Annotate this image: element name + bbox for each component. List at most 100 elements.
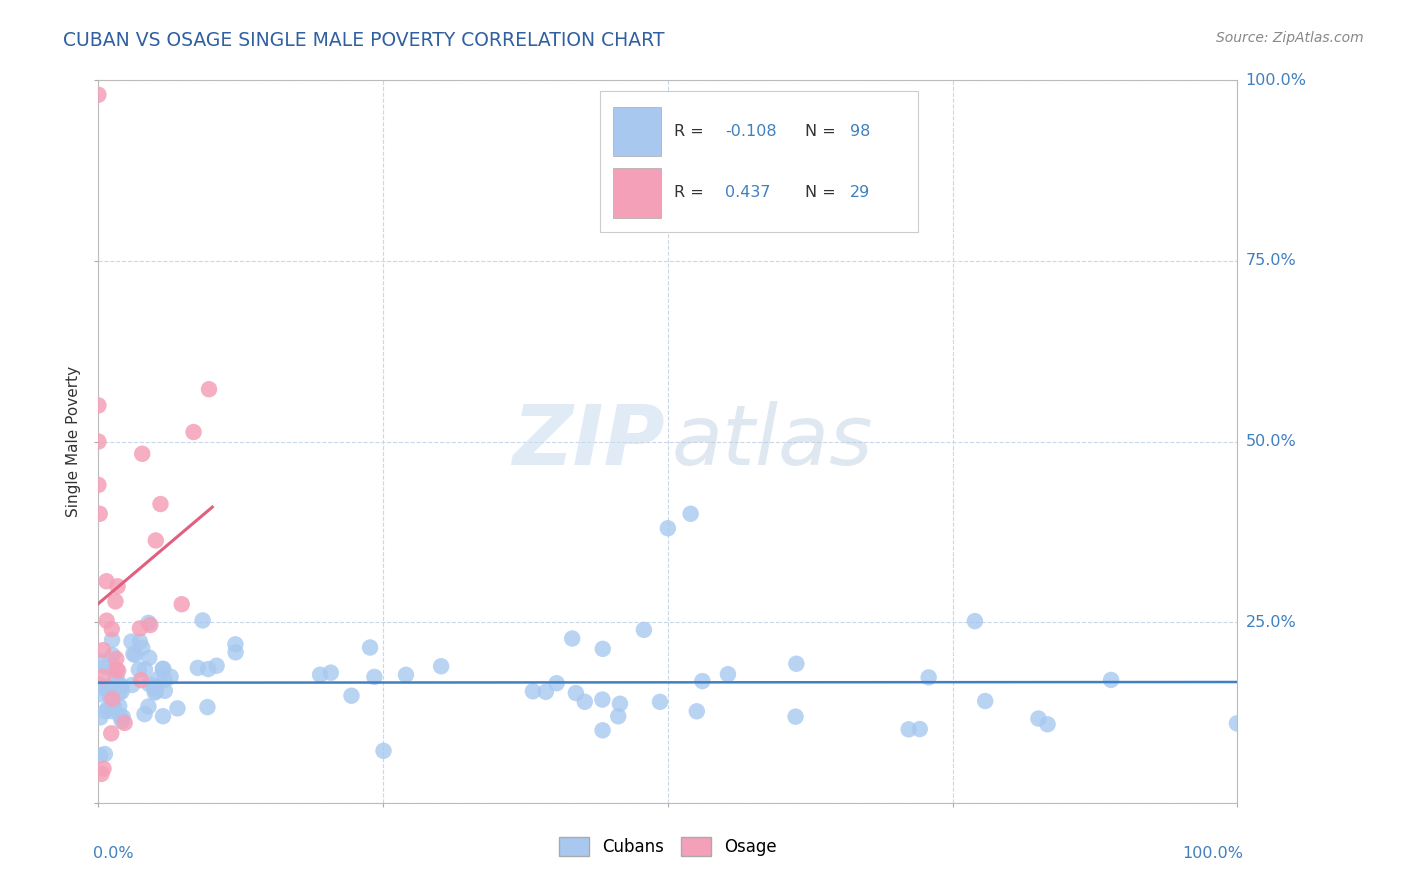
Point: [91, 681, 114, 695]
Point: [89, 710, 111, 724]
Point: [129, 634, 152, 648]
Text: 100.0%: 100.0%: [1182, 847, 1243, 861]
Point: [138, 699, 160, 714]
Point: [100, 726, 122, 740]
Point: [198, 382, 221, 396]
Text: 0.437: 0.437: [725, 186, 770, 201]
Point: [90, 767, 112, 781]
Point: [363, 670, 385, 684]
Y-axis label: Single Male Poverty: Single Male Poverty: [66, 366, 82, 517]
Point: [918, 670, 941, 684]
Point: [897, 723, 920, 737]
Point: [592, 723, 614, 738]
Point: [607, 709, 630, 723]
Point: [159, 670, 181, 684]
FancyBboxPatch shape: [599, 91, 918, 232]
Point: [108, 709, 131, 723]
Text: N =: N =: [804, 186, 835, 201]
Point: [87, 398, 110, 412]
Point: [134, 662, 156, 676]
Point: [143, 680, 166, 694]
Point: [197, 662, 219, 676]
Point: [534, 685, 557, 699]
Text: R =: R =: [673, 124, 703, 139]
Point: [138, 650, 160, 665]
Point: [145, 684, 167, 698]
Point: [170, 597, 193, 611]
Point: [124, 648, 146, 662]
Point: [121, 634, 143, 648]
Point: [679, 507, 702, 521]
Point: [430, 659, 453, 673]
Point: [205, 658, 228, 673]
Text: 98: 98: [851, 124, 870, 139]
Point: [107, 664, 129, 678]
Point: [89, 687, 111, 701]
Point: [104, 594, 127, 608]
Point: [963, 614, 986, 628]
Point: [89, 507, 111, 521]
Point: [1028, 712, 1050, 726]
Text: 25.0%: 25.0%: [1246, 615, 1296, 630]
Point: [128, 663, 150, 677]
FancyBboxPatch shape: [613, 107, 661, 156]
Point: [122, 647, 145, 661]
Point: [143, 685, 166, 699]
Point: [107, 579, 129, 593]
Point: [373, 744, 395, 758]
Point: [592, 641, 614, 656]
Point: [522, 684, 544, 698]
Point: [974, 694, 997, 708]
Point: [89, 748, 111, 763]
Point: [139, 618, 162, 632]
Point: [129, 621, 152, 635]
Text: R =: R =: [673, 186, 703, 201]
Point: [546, 676, 568, 690]
Point: [197, 700, 219, 714]
Point: [111, 710, 134, 724]
Point: [108, 698, 131, 713]
Point: [574, 695, 596, 709]
Point: [121, 678, 143, 692]
Point: [153, 683, 176, 698]
Point: [1226, 716, 1249, 731]
Point: [105, 663, 128, 677]
Point: [785, 657, 807, 671]
Point: [103, 699, 125, 714]
Point: [131, 447, 153, 461]
Point: [183, 425, 205, 439]
Point: [91, 643, 114, 657]
Point: [87, 87, 110, 102]
Point: [146, 672, 169, 686]
Point: [105, 672, 128, 686]
Text: N =: N =: [804, 124, 835, 139]
Point: [114, 716, 136, 731]
Point: [692, 674, 714, 689]
Point: [108, 686, 131, 700]
Point: [145, 533, 167, 548]
Point: [319, 665, 342, 680]
Point: [565, 686, 588, 700]
Point: [717, 667, 740, 681]
Point: [97, 680, 120, 694]
Point: [101, 648, 124, 663]
Point: [1036, 717, 1059, 731]
Text: -0.108: -0.108: [725, 124, 776, 139]
Point: [785, 709, 807, 723]
Point: [1099, 673, 1122, 687]
Point: [111, 684, 134, 698]
Point: [561, 632, 583, 646]
Point: [138, 677, 160, 691]
Text: CUBAN VS OSAGE SINGLE MALE POVERTY CORRELATION CHART: CUBAN VS OSAGE SINGLE MALE POVERTY CORRE…: [63, 31, 665, 50]
Point: [633, 623, 655, 637]
Point: [87, 434, 110, 449]
Point: [103, 681, 125, 696]
Text: 50.0%: 50.0%: [1246, 434, 1296, 449]
Point: [94, 704, 117, 718]
Point: [96, 574, 118, 589]
Point: [143, 681, 166, 695]
Point: [90, 655, 112, 669]
Point: [591, 692, 613, 706]
Point: [98, 690, 121, 704]
Point: [187, 661, 209, 675]
